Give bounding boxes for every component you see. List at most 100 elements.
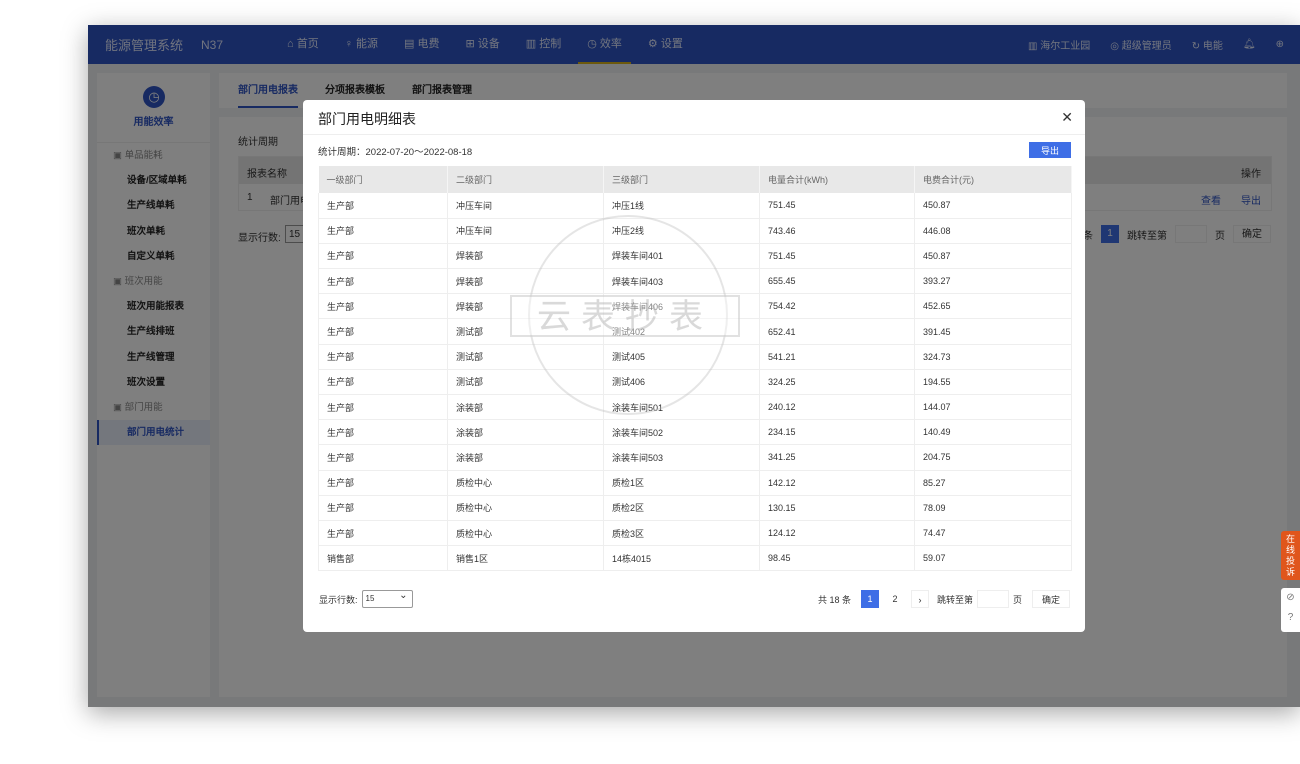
table-cell: 涂装部	[447, 394, 604, 421]
column-header: 电量合计(kWh)	[759, 166, 915, 193]
table-row: 生产部 焊装部 焊装车间401 751.45 450.87	[318, 243, 1072, 270]
table-cell: 焊装部	[447, 243, 604, 270]
table-cell: 生产部	[318, 495, 448, 521]
table-cell: 冲压车间	[447, 193, 604, 219]
table-cell: 124.12	[759, 520, 915, 547]
table-row: 生产部 冲压车间 冲压2线 743.46 446.08	[318, 218, 1072, 244]
table-row: 生产部 质检中心 质检3区 124.12 74.47	[318, 520, 1072, 547]
jump-label: 跳转至第	[936, 594, 973, 605]
table-cell: 生产部	[318, 293, 448, 320]
page-unit: 页	[1012, 594, 1022, 605]
table-cell: 涂装部	[447, 419, 604, 446]
table-cell: 59.07	[914, 545, 1072, 572]
table-row: 生产部 质检中心 质检1区 142.12 85.27	[318, 470, 1072, 496]
table-cell: 销售1区	[447, 545, 604, 572]
table-cell: 焊装车间406	[603, 293, 760, 320]
table-cell: 生产部	[318, 268, 448, 295]
table-cell: 焊装车间401	[603, 243, 760, 270]
table-cell: 541.21	[759, 344, 915, 370]
table-row: 生产部 焊装部 焊装车间406 754.42 452.65	[318, 293, 1072, 320]
table-cell: 754.42	[759, 293, 915, 320]
table-row: 生产部 焊装部 焊装车间403 655.45 393.27	[318, 268, 1072, 295]
table-cell: 144.07	[914, 394, 1072, 421]
table-cell: 生产部	[318, 243, 448, 270]
table-cell: 452.65	[914, 293, 1072, 320]
table-cell: 冲压车间	[447, 218, 604, 244]
table-cell: 生产部	[318, 344, 448, 370]
table-cell: 生产部	[318, 444, 448, 471]
table-cell: 质检1区	[603, 470, 760, 496]
table-cell: 324.73	[914, 344, 1072, 370]
table-row: 生产部 涂装部 涂装车间503 341.25 204.75	[318, 444, 1072, 471]
close-icon[interactable]: ✕	[1061, 109, 1073, 125]
table-cell: 质检中心	[447, 520, 604, 547]
table-cell: 涂装车间501	[603, 394, 760, 421]
table-cell: 652.41	[759, 318, 915, 345]
column-header: 一级部门	[318, 166, 448, 193]
table-row: 生产部 涂装部 涂装车间502 234.15 140.49	[318, 419, 1072, 446]
table-cell: 质检2区	[603, 495, 760, 521]
table-cell: 涂装车间503	[603, 444, 760, 471]
table-cell: 74.47	[914, 520, 1072, 547]
modal-title: 部门用电明细表	[318, 111, 416, 127]
table-cell: 204.75	[914, 444, 1072, 471]
jump-input[interactable]	[976, 590, 1009, 608]
table-cell: 生产部	[318, 218, 448, 244]
table-cell: 130.15	[759, 495, 915, 521]
table-cell: 14栋4015	[603, 545, 760, 572]
table-cell: 测试402	[603, 318, 760, 345]
table-cell: 生产部	[318, 193, 448, 219]
table-cell: 生产部	[318, 369, 448, 396]
detail-table: 一级部门 二级部门 三级部门 电量合计(kWh) 电费合计(元) 生产部 冲压车间 冲压1线 7…	[318, 166, 1072, 572]
table-cell: 冲压2线	[603, 218, 760, 244]
table-cell: 446.08	[914, 218, 1072, 244]
table-cell: 234.15	[759, 419, 915, 446]
rows-select[interactable]: 15	[361, 588, 413, 608]
export-button[interactable]: 导出	[1029, 142, 1071, 158]
rows-label: 显示行数:	[319, 594, 358, 605]
table-cell: 测试部	[447, 369, 604, 396]
table-cell: 质检中心	[447, 470, 604, 496]
help-icon[interactable]: ?	[1287, 612, 1294, 623]
jump-ok-button[interactable]: 确定	[1032, 590, 1070, 608]
table-cell: 391.45	[914, 318, 1072, 345]
table-cell: 140.49	[914, 419, 1072, 446]
table-cell: 655.45	[759, 268, 915, 295]
table-cell: 194.55	[914, 369, 1072, 396]
table-cell: 生产部	[318, 470, 448, 496]
table-cell: 751.45	[759, 193, 915, 219]
table-cell: 测试405	[603, 344, 760, 370]
table-cell: 焊装部	[447, 293, 604, 320]
period-text: 统计周期：2022-07-20～2022-08-18	[318, 147, 473, 158]
detail-modal: 部门用电明细表 ✕ 统计周期：2022-07-20～2022-08-18 导出 …	[303, 100, 1085, 632]
link-icon[interactable]: ⊘	[1286, 592, 1295, 603]
total-count: 共 18 条	[817, 594, 851, 605]
table-cell: 743.46	[759, 218, 915, 244]
page-1[interactable]: 1	[860, 590, 879, 608]
divider	[303, 134, 1085, 135]
table-cell: 销售部	[318, 545, 448, 572]
online-complaint-button[interactable]: 在线投诉	[1281, 531, 1300, 580]
column-header: 二级部门	[447, 166, 604, 193]
table-cell: 测试部	[447, 344, 604, 370]
table-row: 生产部 质检中心 质检2区 130.15 78.09	[318, 495, 1072, 521]
next-page-icon[interactable]: ›	[910, 590, 929, 608]
table-cell: 450.87	[914, 243, 1072, 270]
table-row: 生产部 冲压车间 冲压1线 751.45 450.87	[318, 193, 1072, 219]
table-cell: 涂装车间502	[603, 419, 760, 446]
table-cell: 冲压1线	[603, 193, 760, 219]
table-cell: 质检中心	[447, 495, 604, 521]
table-row: 生产部 测试部 测试406 324.25 194.55	[318, 369, 1072, 396]
table-cell: 240.12	[759, 394, 915, 421]
table-cell: 测试406	[603, 369, 760, 396]
column-header: 电费合计(元)	[914, 166, 1072, 193]
column-header: 三级部门	[603, 166, 760, 193]
table-cell: 78.09	[914, 495, 1072, 521]
table-cell: 生产部	[318, 520, 448, 547]
table-cell: 质检3区	[603, 520, 760, 547]
table-cell: 341.25	[759, 444, 915, 471]
table-row: 生产部 测试部 测试405 541.21 324.73	[318, 344, 1072, 370]
table-cell: 324.25	[759, 369, 915, 396]
page-2[interactable]: 2	[892, 594, 898, 604]
table-cell: 焊装部	[447, 268, 604, 295]
